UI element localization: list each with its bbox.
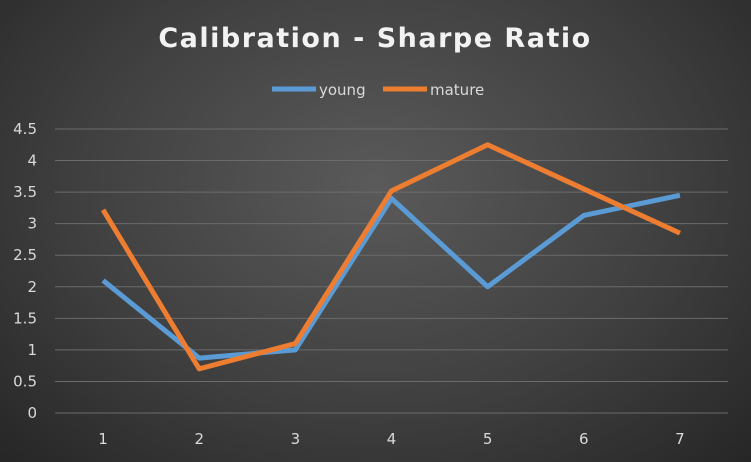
y-tick-label: 0.5 [13, 372, 37, 390]
x-tick-label: 1 [98, 430, 108, 448]
y-tick-label: 1 [27, 341, 37, 359]
y-tick-label: 1.5 [13, 309, 37, 327]
y-tick-label: 4.5 [13, 120, 37, 138]
legend: young mature [272, 81, 484, 99]
x-tick-label: 6 [579, 430, 589, 448]
x-tick-label: 5 [483, 430, 493, 448]
x-axis-ticks: 1 2 3 4 5 6 7 [98, 430, 684, 448]
y-tick-label: 4 [27, 152, 37, 170]
y-axis-ticks: 0 0.5 1 1.5 2 2.5 3 3.5 4 4.5 [13, 120, 37, 422]
y-tick-label: 2.5 [13, 246, 37, 264]
y-tick-label: 3 [27, 215, 37, 233]
y-tick-label: 2 [27, 278, 37, 296]
y-tick-label: 0 [27, 404, 37, 422]
x-tick-label: 7 [675, 430, 685, 448]
y-tick-label: 3.5 [13, 183, 37, 201]
series-line-mature [100, 142, 681, 372]
series-lines [100, 142, 681, 372]
x-tick-label: 2 [194, 430, 204, 448]
legend-label-mature: mature [430, 81, 484, 99]
gridlines [55, 128, 728, 414]
series-line-young [101, 192, 681, 361]
legend-label-young: young [319, 81, 366, 99]
x-tick-label: 3 [291, 430, 301, 448]
x-tick-label: 4 [387, 430, 397, 448]
chart-title: Calibration - Sharpe Ratio [158, 23, 591, 54]
